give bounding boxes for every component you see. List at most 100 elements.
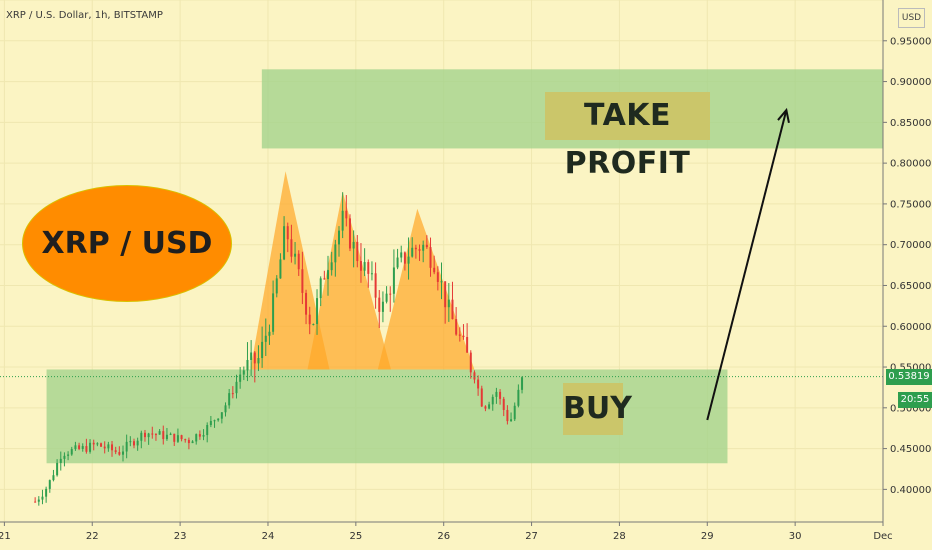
- currency-unit-badge[interactable]: USD: [898, 8, 925, 28]
- candle-body-up: [52, 475, 55, 481]
- pattern-triangle-3: [377, 208, 475, 370]
- candle-body-down: [473, 372, 476, 380]
- candle-body-down: [103, 446, 106, 449]
- candle-body-up: [440, 281, 443, 283]
- candle-body-down: [162, 431, 165, 440]
- candle-body-up: [422, 244, 425, 251]
- trend-arrow-shaft: [706, 109, 788, 421]
- take-profit-label: TAKE PROFIT: [545, 92, 710, 181]
- candle-body-down: [418, 249, 421, 251]
- candle-body-up: [81, 446, 84, 449]
- candle-body-up: [513, 405, 516, 420]
- time-axis-panel: [0, 522, 932, 550]
- candle-body-up: [202, 435, 205, 437]
- candle-body-down: [451, 299, 454, 320]
- candle-body-down: [151, 433, 154, 435]
- candle-body-down: [118, 452, 121, 455]
- candle-body-up: [363, 262, 366, 271]
- candle-body-down: [78, 445, 81, 449]
- candle-body-up: [195, 434, 198, 442]
- candle-body-up: [272, 293, 275, 332]
- candle-body-up: [158, 431, 161, 435]
- price-tick-label: 0.45000: [890, 444, 931, 455]
- candle-body-down: [92, 442, 95, 445]
- candle-body-down: [187, 439, 190, 444]
- candle-body-down: [458, 334, 461, 336]
- time-tick-label: 24: [262, 531, 275, 542]
- buy-label: BUY: [563, 383, 632, 435]
- candle-body-up: [268, 331, 271, 336]
- candle-body-down: [301, 269, 304, 293]
- candle-body-up: [235, 381, 238, 394]
- time-tick-label: 23: [174, 531, 187, 542]
- candle-body-down: [290, 239, 293, 257]
- trend-arrow: [706, 107, 790, 421]
- candle-body-down: [253, 352, 256, 364]
- candle-body-down: [100, 443, 103, 447]
- candle-body-up: [495, 391, 498, 397]
- candle-body-up: [246, 360, 249, 371]
- candle-body-down: [480, 388, 483, 407]
- candle-body-down: [506, 409, 509, 422]
- candle-body-down: [114, 450, 117, 453]
- chart-symbol-title: XRP / U.S. Dollar, 1h, BITSTAMP: [6, 10, 163, 21]
- candle-body-up: [400, 252, 403, 258]
- candle-body-down: [198, 434, 201, 437]
- time-tick-label: 27: [525, 531, 538, 542]
- candle-body-up: [330, 262, 333, 271]
- candle-body-up: [510, 419, 513, 422]
- price-tick-label: 0.40000: [890, 485, 931, 496]
- candle-body-up: [220, 412, 223, 419]
- candle-body-down: [502, 398, 505, 410]
- pattern-triangle-2: [307, 191, 391, 370]
- candle-body-up: [294, 253, 297, 257]
- candle-body-down: [414, 247, 417, 250]
- candle-body-up: [224, 405, 227, 413]
- price-tick-label: 0.65000: [890, 281, 931, 292]
- candle-body-up: [275, 278, 278, 294]
- candle-body-up: [217, 418, 220, 421]
- candle-body-down: [323, 278, 326, 280]
- candle-body-down: [180, 435, 183, 440]
- candle-body-down: [433, 267, 436, 273]
- candle-body-down: [345, 210, 348, 219]
- candle-body-up: [169, 433, 172, 435]
- candle-body-down: [305, 292, 308, 315]
- time-tick-label: 29: [701, 531, 714, 542]
- candle-body-down: [348, 218, 351, 249]
- candle-body-up: [316, 298, 319, 325]
- time-tick-label: 28: [613, 531, 626, 542]
- candle-countdown-tag: 20:55: [898, 392, 932, 408]
- candle-body-down: [143, 432, 146, 438]
- candle-body-up: [521, 377, 524, 390]
- candle-body-up: [147, 433, 150, 438]
- candle-body-up: [48, 480, 51, 489]
- candle-body-up: [206, 425, 209, 436]
- price-axis-panel: [883, 0, 932, 550]
- candle-body-down: [477, 379, 480, 389]
- candle-body-up: [59, 458, 62, 463]
- candle-body-up: [136, 440, 139, 446]
- candle-body-down: [308, 314, 311, 325]
- candle-body-up: [107, 444, 110, 449]
- candle-body-up: [45, 488, 48, 497]
- candle-body-down: [484, 406, 487, 409]
- candle-body-up: [411, 247, 414, 257]
- time-tick-label: Dec: [873, 531, 892, 542]
- candle-body-down: [356, 241, 359, 262]
- pattern-triangles: [250, 171, 475, 370]
- candle-body-up: [370, 273, 373, 275]
- candle-body-up: [176, 435, 179, 442]
- price-tick-label: 0.95000: [890, 36, 931, 47]
- time-tick-label: 22: [86, 531, 99, 542]
- candle-body-up: [129, 441, 132, 443]
- candle-body-up: [213, 420, 216, 422]
- price-tick-label: 0.60000: [890, 322, 931, 333]
- price-tick-label: 0.70000: [890, 240, 931, 251]
- candle-body-up: [70, 449, 73, 455]
- candle-body-up: [125, 441, 128, 452]
- candle-body-up: [140, 432, 143, 441]
- candle-body-up: [89, 442, 92, 452]
- candle-body-down: [469, 352, 472, 373]
